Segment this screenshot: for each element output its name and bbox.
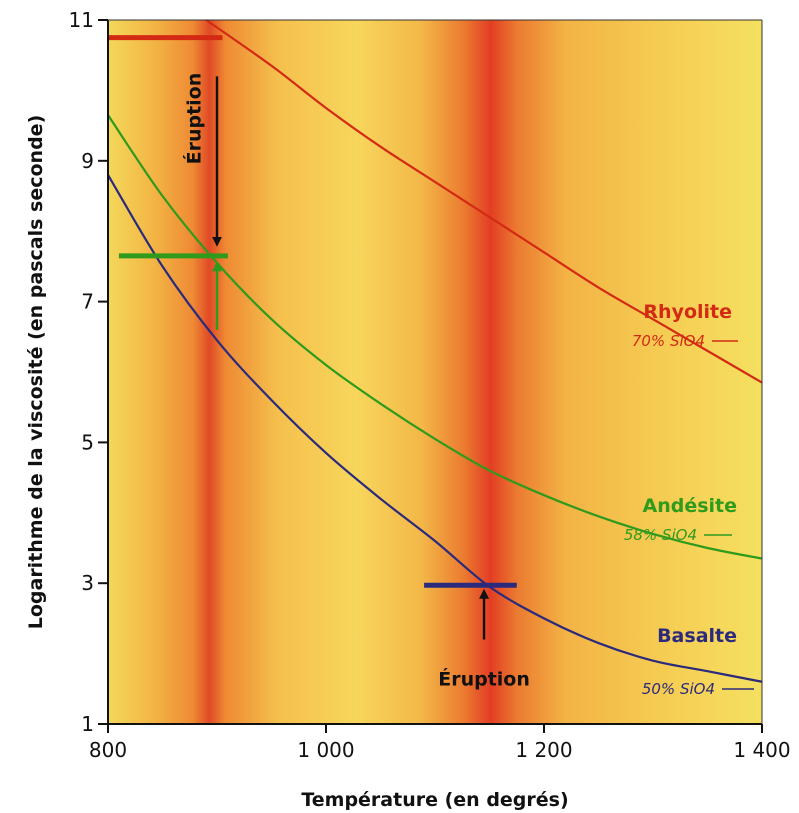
axis-layer: 1 3 5 7 9 11 800 1 000 1 200 1 400 Température (en… [25, 8, 791, 811]
series-layer [107, 19, 763, 683]
series-line-basalte [107, 174, 763, 683]
eruption-annotation-1: Éruption [438, 667, 530, 690]
eruption-annotation-0: Éruption [183, 73, 206, 165]
x-tick-label: 1 000 [297, 738, 354, 762]
y-tick-label: 5 [81, 430, 94, 454]
series-sublabel-andesite: 58% SiO4 [624, 526, 697, 544]
series-sublabel-basalte: 50% SiO4 [642, 680, 715, 698]
series-label-rhyolite: Rhyolite [643, 301, 732, 323]
series-label-andesite: Andésite [642, 495, 737, 517]
series-line-andesite [107, 114, 763, 560]
y-tick-label: 3 [81, 571, 94, 595]
series-line-rhyolite [205, 19, 763, 384]
x-axis-title: Température (en degrés) [301, 789, 568, 811]
y-tick-label: 1 [81, 712, 94, 736]
x-tick-label: 1 400 [733, 738, 790, 762]
y-tick-label: 7 [81, 290, 94, 314]
arrow-layer [212, 76, 490, 640]
x-tick-label: 1 200 [515, 738, 572, 762]
label-layer: Rhyolite 70% SiO4 Andésite 58% SiO4 Basalte 5… [183, 73, 754, 698]
marker-layer [108, 35, 517, 588]
series-sublabel-rhyolite: 70% SiO4 [632, 332, 705, 350]
series-label-basalte: Basalte [657, 625, 737, 647]
y-tick-label: 9 [81, 149, 94, 173]
y-tick-label: 11 [69, 8, 94, 32]
x-tick-label: 800 [89, 738, 127, 762]
y-axis-title: Logarithme de la viscosité (en pascals s… [25, 115, 47, 630]
plot-background [108, 20, 762, 724]
